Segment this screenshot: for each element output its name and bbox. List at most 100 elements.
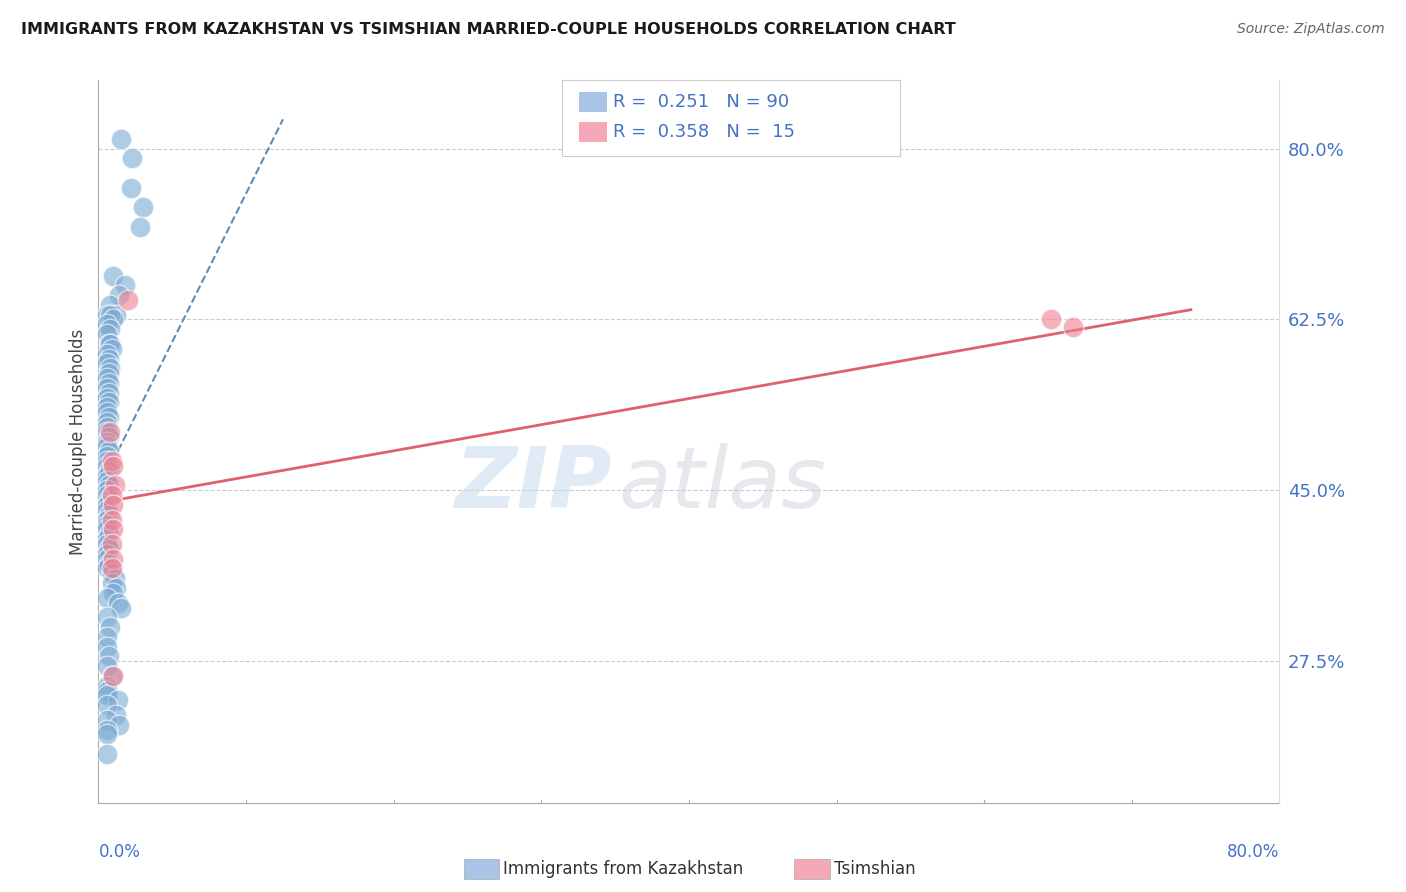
Text: R =  0.251   N = 90: R = 0.251 N = 90 xyxy=(613,93,789,111)
Text: 0.0%: 0.0% xyxy=(98,843,141,861)
Point xyxy=(97,478,120,492)
Point xyxy=(103,551,125,566)
Point xyxy=(96,683,118,698)
Point xyxy=(97,337,120,351)
Point xyxy=(96,391,118,405)
Point xyxy=(105,308,128,322)
Point xyxy=(97,430,120,444)
Point xyxy=(96,425,118,439)
Text: IMMIGRANTS FROM KAZAKHSTAN VS TSIMSHIAN MARRIED-COUPLE HOUSEHOLDS CORRELATION CH: IMMIGRANTS FROM KAZAKHSTAN VS TSIMSHIAN … xyxy=(21,22,956,37)
Point xyxy=(96,503,118,517)
Point xyxy=(96,713,118,727)
Point xyxy=(98,425,121,439)
Point xyxy=(103,669,125,683)
Point xyxy=(96,551,118,566)
Point xyxy=(103,312,125,326)
Point xyxy=(100,513,122,527)
Point xyxy=(96,659,118,673)
Point xyxy=(96,458,118,473)
Point xyxy=(98,361,121,376)
Point xyxy=(97,395,120,409)
Point xyxy=(96,401,118,415)
Point xyxy=(96,532,118,546)
Point xyxy=(96,356,118,370)
Point xyxy=(98,298,121,312)
Point xyxy=(100,576,122,591)
Point xyxy=(97,493,120,508)
Text: Source: ZipAtlas.com: Source: ZipAtlas.com xyxy=(1237,22,1385,37)
Point xyxy=(114,278,136,293)
Point xyxy=(96,415,118,429)
Point xyxy=(103,268,125,283)
Y-axis label: Married-couple Households: Married-couple Households xyxy=(69,328,87,555)
Point xyxy=(117,293,139,307)
Point xyxy=(110,600,132,615)
Point xyxy=(96,449,118,463)
Point xyxy=(104,478,127,492)
Point xyxy=(98,337,121,351)
Point xyxy=(96,327,118,342)
Point xyxy=(96,640,118,654)
Point xyxy=(96,346,118,360)
Point xyxy=(103,586,125,600)
Point xyxy=(97,385,120,400)
Point xyxy=(96,747,118,761)
Point xyxy=(96,434,118,449)
Point xyxy=(96,420,118,434)
Point xyxy=(96,454,118,468)
Point xyxy=(108,288,131,302)
Point xyxy=(97,351,120,366)
Point xyxy=(96,561,118,575)
Point xyxy=(97,410,120,425)
Point xyxy=(96,318,118,332)
Point xyxy=(97,366,120,380)
Point xyxy=(96,468,118,483)
Point xyxy=(108,717,131,731)
Point xyxy=(96,371,118,385)
Point xyxy=(1039,312,1062,326)
Point xyxy=(96,517,118,532)
Point xyxy=(96,698,118,713)
Point xyxy=(100,669,122,683)
Point xyxy=(96,488,118,502)
Point xyxy=(96,591,118,605)
Point xyxy=(97,527,120,541)
Point xyxy=(105,707,128,722)
Text: R =  0.358   N =  15: R = 0.358 N = 15 xyxy=(613,123,794,141)
Point xyxy=(97,541,120,556)
Point xyxy=(120,180,142,194)
Point xyxy=(96,474,118,488)
Point xyxy=(96,679,118,693)
Text: Tsimshian: Tsimshian xyxy=(834,860,915,878)
Point xyxy=(96,547,118,561)
Point xyxy=(100,561,122,575)
Point xyxy=(100,454,122,468)
Point xyxy=(100,342,122,356)
Point xyxy=(97,557,120,571)
Point xyxy=(100,537,122,551)
Point xyxy=(128,219,150,234)
Point xyxy=(107,596,129,610)
Point xyxy=(96,439,118,453)
Point xyxy=(121,152,143,166)
Point xyxy=(96,523,118,537)
Point xyxy=(96,727,118,741)
Point xyxy=(96,723,118,737)
Point xyxy=(96,483,118,498)
Point xyxy=(103,498,125,512)
Point xyxy=(97,444,120,458)
Point xyxy=(98,308,121,322)
Point xyxy=(97,464,120,478)
Text: atlas: atlas xyxy=(619,443,827,526)
Point xyxy=(98,322,121,336)
Point xyxy=(96,689,118,703)
Point xyxy=(96,498,118,512)
Point xyxy=(107,693,129,707)
Point xyxy=(96,381,118,395)
Text: 80.0%: 80.0% xyxy=(1227,843,1279,861)
Point xyxy=(96,537,118,551)
Point xyxy=(105,581,128,595)
Point xyxy=(98,620,121,634)
Point xyxy=(110,132,132,146)
Point xyxy=(97,649,120,664)
